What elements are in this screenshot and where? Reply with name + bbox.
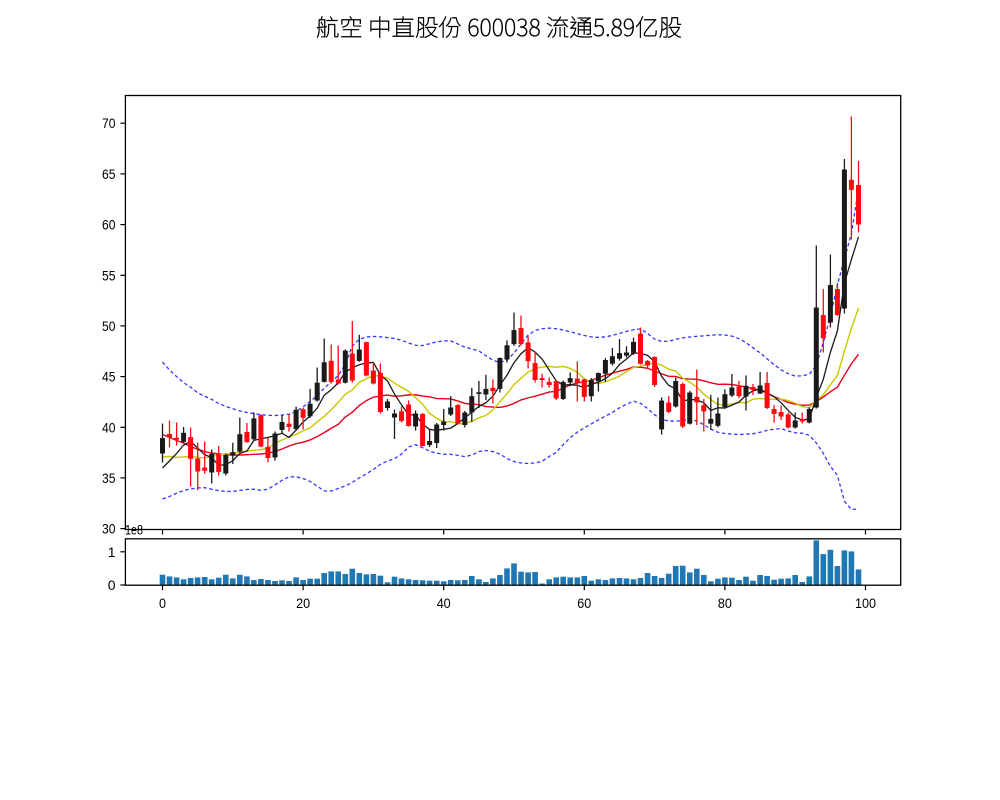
svg-text:55: 55 bbox=[102, 267, 116, 283]
svg-text:80: 80 bbox=[718, 595, 732, 611]
svg-text:100: 100 bbox=[855, 595, 876, 611]
svg-text:1: 1 bbox=[108, 544, 116, 560]
svg-text:20: 20 bbox=[296, 595, 310, 611]
svg-text:45: 45 bbox=[102, 369, 116, 385]
svg-text:0: 0 bbox=[108, 577, 116, 593]
svg-text:65: 65 bbox=[102, 166, 116, 182]
svg-text:30: 30 bbox=[102, 521, 116, 537]
svg-text:60: 60 bbox=[577, 595, 591, 611]
svg-text:0: 0 bbox=[159, 595, 166, 611]
svg-text:40: 40 bbox=[437, 595, 451, 611]
svg-text:70: 70 bbox=[102, 115, 116, 131]
svg-text:50: 50 bbox=[102, 318, 116, 334]
svg-text:60: 60 bbox=[102, 217, 116, 233]
svg-text:40: 40 bbox=[102, 419, 116, 435]
svg-text:1e8: 1e8 bbox=[125, 522, 143, 538]
svg-text:35: 35 bbox=[102, 470, 116, 486]
